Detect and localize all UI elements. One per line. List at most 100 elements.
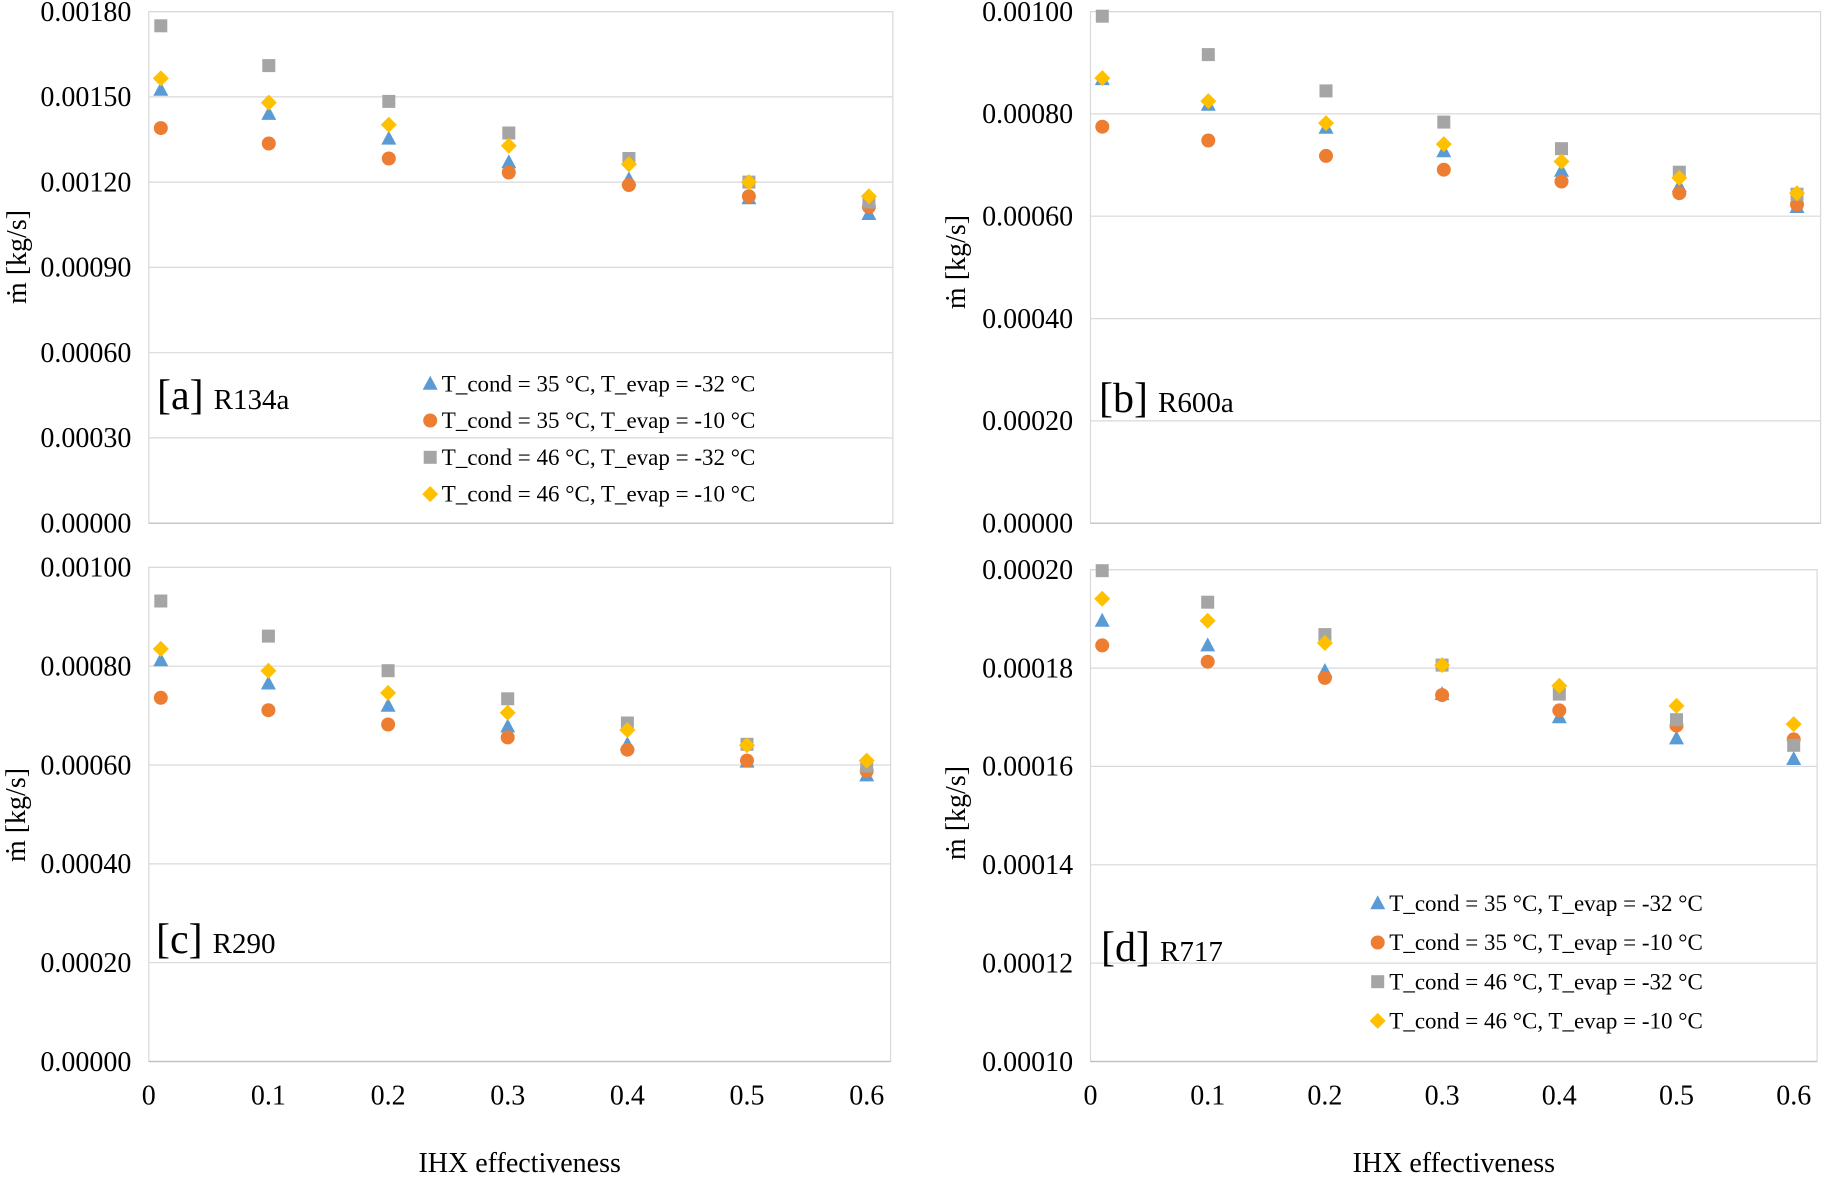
- y-axis-label: ṁ [kg/s]: [2, 210, 33, 304]
- data-point-diamond: [739, 737, 755, 754]
- data-point-circle: [741, 189, 756, 204]
- data-point-circle: [1554, 174, 1569, 189]
- y-tick-label: 0.00080: [982, 99, 1073, 130]
- data-point-diamond: [619, 722, 636, 738]
- data-point-diamond: [1094, 590, 1111, 607]
- refrigerant-label: R290: [213, 928, 276, 960]
- y-axis-label: ṁ [kg/s]: [1, 768, 32, 862]
- y-tick-label: 0.00100: [40, 553, 131, 584]
- y-tick-label: 0.00016: [982, 752, 1073, 783]
- series-3: [154, 19, 876, 209]
- data-point-circle: [261, 703, 276, 718]
- x-tick-label: 0.2: [1307, 1081, 1342, 1112]
- data-point-circle: [381, 151, 396, 166]
- data-point-circle: [381, 717, 396, 732]
- x-tick-label: 0.1: [1190, 1081, 1225, 1112]
- data-point-square: [1201, 48, 1215, 62]
- series-3: [1095, 564, 1801, 752]
- series-2: [153, 121, 876, 214]
- y-tick-label: 0.00150: [40, 82, 131, 113]
- data-point-circle: [1319, 148, 1333, 163]
- y-tick-label: 0.00080: [40, 652, 131, 683]
- data-point-square: [1095, 9, 1109, 23]
- data-point-circle: [501, 165, 516, 180]
- data-point-diamond: [1199, 612, 1216, 629]
- data-point-circle: [1552, 703, 1567, 718]
- data-point-circle: [1317, 670, 1332, 685]
- data-point-square: [502, 126, 516, 140]
- x-tick-label: 0.3: [490, 1081, 525, 1112]
- chart-panel-a: 0.00000 0.00030 0.00060 0.00090 0.00120 0.001…: [2, 0, 894, 540]
- refrigerant-label: R717: [1160, 936, 1223, 968]
- data-point-square: [1552, 687, 1566, 701]
- legend-marker-diamond: [1369, 1012, 1386, 1029]
- y-tick-label: 0.00000: [982, 509, 1073, 540]
- chart-panel-d: 0.00010 0.00012 0.00014 0.00016 0.00018 0.000…: [941, 555, 1818, 1177]
- refrigerant-label: R134a: [214, 384, 290, 416]
- x-axis-label: IHX effectiveness: [1353, 1148, 1555, 1177]
- y-tick-label: 0.00180: [40, 0, 131, 28]
- legend-label: T_cond = 35 °C, T_evap = -10 °C: [1389, 930, 1703, 955]
- data-point-triangle: [1786, 751, 1802, 765]
- data-point-triangle: [1554, 162, 1569, 177]
- y-tick-label: 0.00060: [40, 338, 131, 369]
- data-point-square: [1555, 142, 1568, 156]
- legend-label: T_cond = 35 °C, T_evap = -32 °C: [442, 371, 756, 396]
- data-point-diamond: [1671, 169, 1688, 186]
- legend-label: T_cond = 46 °C, T_evap = -32 °C: [1389, 969, 1703, 994]
- data-point-diamond: [740, 174, 757, 191]
- y-tick-label: 0.00040: [40, 849, 131, 880]
- data-point-square: [1319, 84, 1333, 98]
- panel-letter: [a]: [157, 373, 204, 419]
- series-4: [1094, 590, 1802, 733]
- data-point-circle: [1436, 162, 1451, 177]
- plot-area: [1089, 11, 1822, 524]
- data-point-triangle: [380, 697, 396, 712]
- legend-label: T_cond = 35 °C, T_evap = -10 °C: [442, 408, 756, 433]
- data-point-circle: [1095, 119, 1110, 134]
- data-point-diamond: [1668, 697, 1685, 714]
- legend-label: T_cond = 35 °C, T_evap = -32 °C: [1389, 891, 1703, 916]
- data-point-diamond: [260, 94, 277, 111]
- data-point-diamond: [1785, 716, 1802, 733]
- y-tick-label: 0.00020: [982, 555, 1073, 586]
- legend-marker-square: [423, 450, 437, 464]
- x-axis-label: IHX effectiveness: [418, 1148, 620, 1177]
- y-tick-label: 0.00014: [982, 850, 1073, 881]
- data-point-triangle: [260, 675, 276, 690]
- data-point-triangle: [1200, 637, 1216, 652]
- data-point-triangle: [381, 130, 397, 145]
- legend-marker-diamond: [422, 486, 439, 503]
- data-point-diamond: [380, 116, 397, 133]
- y-tick-label: 0.00000: [40, 1047, 131, 1078]
- data-point-square: [1787, 738, 1801, 752]
- data-point-diamond: [152, 70, 169, 87]
- panel-label: [c] R290: [156, 917, 275, 963]
- legend-label: T_cond = 46 °C, T_evap = -32 °C: [442, 445, 756, 470]
- series-2: [1095, 119, 1804, 212]
- data-point-triangle: [261, 105, 277, 120]
- x-tick-label: 0: [1084, 1081, 1098, 1112]
- data-point-diamond: [860, 188, 877, 205]
- data-point-square: [1318, 628, 1332, 642]
- y-tick-label: 0.00010: [982, 1047, 1073, 1078]
- series-1: [1094, 612, 1802, 765]
- legend-label: T_cond = 46 °C, T_evap = -10 °C: [442, 482, 756, 507]
- data-point-circle: [1672, 186, 1687, 201]
- y-tick-label: 0.00100: [982, 0, 1073, 28]
- y-axis-label: ṁ [kg/s]: [941, 766, 972, 860]
- data-point-square: [154, 19, 168, 33]
- y-tick-label: 0.00030: [40, 423, 131, 454]
- data-point-square: [261, 629, 275, 643]
- plot-area: [148, 566, 892, 1063]
- series-2: [1095, 638, 1801, 747]
- y-tick-label: 0.00012: [982, 948, 1073, 979]
- data-point-diamond: [1435, 136, 1452, 153]
- data-point-diamond: [1553, 153, 1570, 170]
- chart-panel-c: 0.00000 0.00020 0.00040 0.00060 0.00080 0.001…: [1, 553, 892, 1177]
- data-point-square: [154, 594, 168, 608]
- y-tick-label: 0.00018: [982, 653, 1073, 684]
- data-point-triangle: [500, 718, 516, 733]
- data-point-diamond: [260, 662, 277, 679]
